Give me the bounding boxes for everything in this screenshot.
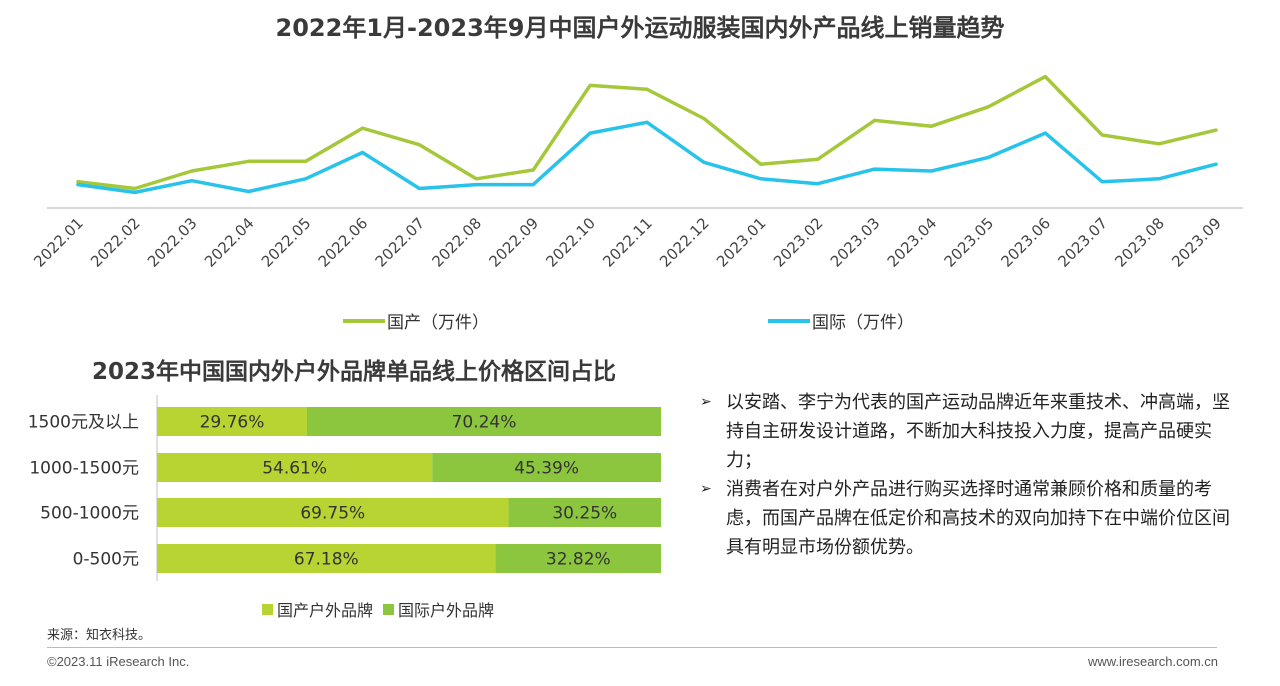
- bar-legend-international-label: 国际户外品牌: [398, 601, 495, 620]
- data-point-international: [588, 131, 592, 135]
- data-point-international: [417, 186, 421, 191]
- data-point-domestic: [816, 157, 820, 161]
- data-point-international: [304, 177, 308, 181]
- data-point-international: [360, 150, 365, 155]
- bar-legend-domestic-swatch: [262, 603, 273, 615]
- data-label: 30.25%: [552, 504, 617, 524]
- legend-domestic: 国产（万件）: [343, 308, 489, 333]
- data-point-domestic: [929, 124, 934, 128]
- note-item: ➢ 以安踏、李宁为代表的国产运动品牌近年来重技术、冲高端，坚持自主研发设计道路，…: [700, 388, 1230, 475]
- copyright: ©2023.11 iResearch Inc.: [47, 654, 190, 669]
- bar-segment-domestic: [157, 453, 433, 482]
- data-point-domestic: [531, 168, 535, 172]
- line-chart: 2022.01 2022.02 2022.03 2022.04 2022.05 2022.…: [30, 74, 1243, 271]
- data-label: 29.76%: [200, 413, 265, 433]
- x-tick-label: 2023.02: [770, 214, 827, 271]
- category-label: 1000-1500元: [29, 459, 139, 479]
- data-point-international: [247, 189, 251, 194]
- data-point-international: [76, 183, 80, 187]
- note-text: 消费者在对户外产品进行购买选择时通常兼顾价格和质量的考虑，而国产品牌在低定价和高…: [726, 479, 1230, 558]
- bar-segment-domestic: [157, 407, 307, 436]
- data-point-domestic: [360, 126, 365, 130]
- note-item: ➢ 消费者在对户外产品进行购买选择时通常兼顾价格和质量的考虑，而国产品牌在低定价…: [700, 475, 1230, 562]
- data-label: 70.24%: [452, 413, 517, 433]
- category-label: 1500元及以上: [28, 413, 139, 433]
- data-point-international: [873, 167, 877, 171]
- arrow-bullet-icon: ➢: [700, 481, 712, 497]
- data-point-domestic: [417, 143, 421, 147]
- data-point-domestic: [1043, 75, 1047, 79]
- data-label: 54.61%: [262, 459, 327, 479]
- x-tick-label: 2023.01: [713, 214, 770, 271]
- bar-segment-domestic: [157, 498, 509, 527]
- bar-segment-international: [495, 544, 661, 573]
- data-point-domestic: [304, 159, 308, 163]
- x-tick-label: 2023.08: [1111, 214, 1168, 271]
- website-link[interactable]: www.iresearch.com.cn: [1087, 654, 1218, 669]
- note-text: 以安踏、李宁为代表的国产运动品牌近年来重技术、冲高端，坚持自主研发设计道路，不断…: [726, 392, 1230, 471]
- legend-international: 国际（万件）: [768, 308, 914, 333]
- data-point-domestic: [588, 83, 592, 87]
- x-tick-label: 2023.06: [998, 214, 1055, 271]
- data-point-international: [474, 183, 478, 187]
- data-label: 67.18%: [294, 550, 359, 570]
- data-point-domestic: [1157, 142, 1161, 146]
- data-point-domestic: [247, 159, 251, 163]
- data-label: 45.39%: [514, 459, 579, 479]
- bar-chart-title: 2023年中国国内外户外品牌单品线上价格区间占比: [92, 359, 617, 385]
- data-point-international: [702, 160, 706, 164]
- data-point-international: [759, 177, 763, 181]
- line-chart-title: 2022年1月-2023年9月中国户外运动服装国内外产品线上销量趋势: [275, 14, 1005, 42]
- data-point-international: [986, 155, 991, 159]
- category-label: 0-500元: [73, 550, 139, 570]
- legend-international-label: 国际（万件）: [812, 313, 914, 333]
- bar-segment-international: [432, 453, 661, 482]
- data-point-domestic: [474, 177, 478, 181]
- x-tick-label: 2023.07: [1054, 214, 1111, 271]
- bar-legend: 国产户外品牌 国际户外品牌: [262, 597, 494, 621]
- data-point-domestic: [759, 162, 763, 166]
- data-point-international: [1043, 131, 1047, 135]
- bar-segment-international: [306, 407, 661, 436]
- data-point-domestic: [190, 169, 194, 173]
- bar-legend-international: 国际户外品牌: [383, 597, 494, 621]
- data-point-domestic: [702, 116, 706, 121]
- bar-chart: 1500元及以上 29.76% 70.24% 1000-1500元 54.61% 45.3…: [28, 395, 661, 581]
- bar-legend-international-swatch: [383, 603, 395, 615]
- category-label: 500-1000元: [40, 504, 139, 524]
- data-point-domestic: [133, 186, 137, 191]
- legend-domestic-label: 国产（万件）: [387, 313, 489, 333]
- x-tick-label: 2023.05: [941, 214, 998, 271]
- legend-international-swatch: [768, 318, 810, 323]
- data-point-international: [1214, 162, 1218, 166]
- bar-segment-domestic: [157, 544, 496, 573]
- x-tick-label: 2023.09: [1168, 214, 1225, 271]
- notes: ➢ 以安踏、李宁为代表的国产运动品牌近年来重技术、冲高端，坚持自主研发设计道路，…: [700, 388, 1230, 562]
- bar-legend-domestic-label: 国产户外品牌: [277, 601, 374, 620]
- x-tick-label: 2023.04: [884, 214, 941, 271]
- data-point-international: [133, 190, 137, 195]
- bar-segment-international: [508, 498, 661, 527]
- data-point-international: [190, 179, 194, 183]
- data-point-international: [1100, 180, 1104, 184]
- data-point-domestic: [76, 180, 80, 184]
- data-point-international: [929, 169, 934, 173]
- arrow-bullet-icon: ➢: [700, 394, 712, 410]
- data-point-domestic: [873, 118, 877, 122]
- data-label: 69.75%: [300, 504, 365, 524]
- data-point-international: [816, 182, 820, 186]
- data-point-international: [531, 183, 535, 187]
- data-label: 32.82%: [546, 550, 611, 570]
- data-point-international: [645, 120, 649, 124]
- data-point-domestic: [1214, 128, 1218, 132]
- legend-domestic-swatch: [343, 318, 385, 323]
- data-point-domestic: [986, 105, 991, 109]
- source-note: 来源：知衣科技。: [47, 628, 152, 643]
- data-point-international: [1157, 177, 1161, 181]
- data-point-domestic: [645, 87, 649, 91]
- footer-divider: [47, 647, 1217, 648]
- data-point-domestic: [1100, 133, 1104, 137]
- bar-legend-domestic: 国产户外品牌: [262, 597, 373, 621]
- x-tick-label: 2023.03: [827, 214, 884, 271]
